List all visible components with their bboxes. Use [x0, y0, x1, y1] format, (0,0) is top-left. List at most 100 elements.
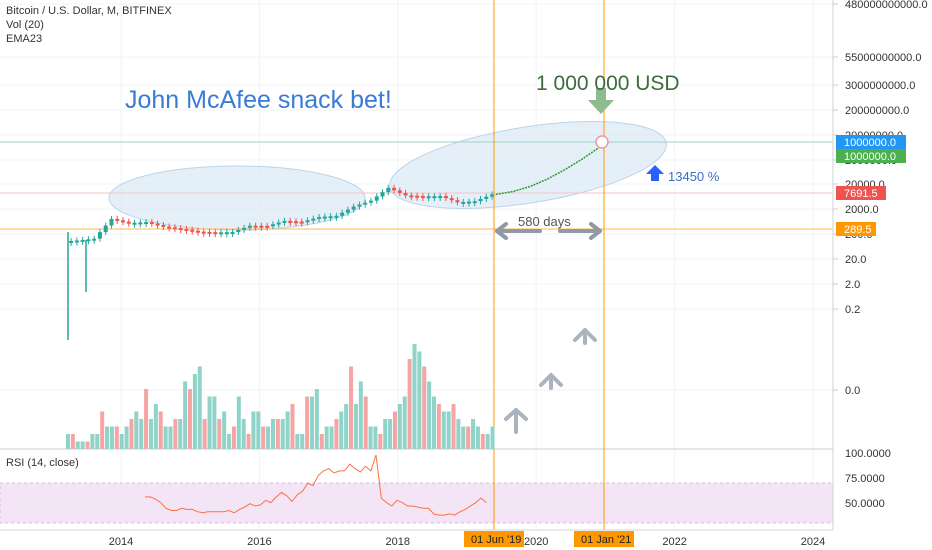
- volume-bar: [290, 404, 295, 449]
- volume-bar: [436, 404, 441, 449]
- candle-body: [438, 196, 443, 199]
- candle-body: [80, 239, 85, 242]
- candle-body: [92, 238, 97, 241]
- rsi-tick-label: 100.0000: [845, 448, 891, 460]
- volume-bar: [75, 441, 80, 449]
- volume-bar: [339, 411, 344, 449]
- candle-body: [409, 195, 414, 198]
- rising-chevrons: [504, 328, 597, 434]
- candles: [67, 184, 495, 340]
- svg-text:289.5: 289.5: [844, 224, 872, 236]
- volume-bar: [305, 396, 310, 449]
- volume-bar: [144, 389, 149, 449]
- title-note: John McAfee snack bet!: [125, 86, 392, 114]
- left-arrowhead-icon: [495, 222, 508, 240]
- candle-body: [392, 187, 397, 191]
- volume-bar: [168, 426, 173, 449]
- volume-bar: [475, 426, 480, 449]
- candle-body: [132, 222, 137, 225]
- target-arrow-icon: [588, 88, 614, 114]
- volume-bar: [251, 411, 256, 449]
- candle-body: [144, 222, 149, 225]
- candle-body: [190, 229, 195, 232]
- svg-text:1000000.0: 1000000.0: [844, 151, 896, 163]
- time-tick-label: 2020: [524, 536, 548, 548]
- candle-body: [426, 196, 431, 199]
- svg-text:01 Jun '19: 01 Jun '19: [471, 534, 521, 546]
- volume-bar: [114, 426, 119, 449]
- volume-bar: [100, 411, 105, 449]
- candle-body: [201, 231, 206, 234]
- candle-body: [299, 221, 304, 224]
- price-tick-label: 3000000000.0: [845, 80, 915, 92]
- volume-bar: [349, 366, 354, 449]
- candle-body: [172, 227, 177, 230]
- rsi-axis: 50.0000 75.0000 100.0000: [845, 448, 891, 510]
- volume-bar: [300, 434, 305, 449]
- candle-body: [224, 232, 229, 235]
- volume-bar: [461, 426, 466, 449]
- price-tick-label: 2.0: [845, 279, 860, 291]
- volume-bar: [285, 411, 290, 449]
- volume-bar: [427, 381, 432, 449]
- candle-body: [449, 198, 454, 201]
- volume-bar: [334, 419, 339, 449]
- volume-bar: [275, 419, 280, 449]
- candle-body: [138, 222, 143, 225]
- volume-bar: [471, 419, 476, 449]
- percent-note: 13450 %: [668, 169, 720, 184]
- candle-body: [276, 222, 281, 225]
- price-tick-label: 2000.0: [845, 204, 879, 216]
- volume-bar: [280, 419, 285, 449]
- volume-bar: [490, 426, 495, 449]
- volume-bar: [266, 426, 271, 449]
- projection-curve: [495, 141, 606, 196]
- candle-body: [115, 218, 120, 221]
- candle-body: [340, 212, 345, 216]
- candle-body: [109, 218, 114, 226]
- candle-body: [351, 206, 356, 210]
- date-tag-jan-2021: 01 Jan '21: [574, 531, 634, 547]
- volume-bar: [441, 411, 446, 449]
- candle-body: [69, 241, 74, 244]
- volume-bar: [231, 426, 236, 449]
- price-tag-target-blue: 1000000.0: [836, 135, 906, 149]
- candle-body: [167, 226, 172, 229]
- price-tag-low: 289.5: [836, 222, 876, 236]
- volume-bar: [358, 381, 363, 449]
- volume-bar: [148, 419, 153, 449]
- candle-body: [294, 221, 298, 224]
- volume-bar: [412, 344, 417, 449]
- price-tick-label: 200000000.0: [845, 105, 909, 117]
- volume-bar: [192, 374, 197, 449]
- volume-bar: [70, 434, 75, 449]
- target-note: 1 000 000 USD: [536, 72, 680, 95]
- indicator-vol: Vol (20): [6, 19, 44, 31]
- candle-body: [86, 239, 91, 242]
- candle-body: [270, 224, 275, 227]
- volume-bar: [109, 426, 114, 449]
- price-tag-current: 7691.5: [836, 186, 886, 200]
- svg-text:1000000.0: 1000000.0: [844, 137, 896, 149]
- volume-bar: [163, 426, 168, 449]
- volume-bar: [270, 419, 275, 449]
- rsi-tick-label: 50.0000: [845, 498, 885, 510]
- volume-bar: [319, 434, 324, 449]
- volume-bar: [417, 351, 422, 449]
- volume-bar: [407, 359, 412, 449]
- volume-bar: [422, 366, 427, 449]
- price-tick-label: 0.0: [845, 385, 860, 397]
- candle-body: [195, 230, 200, 233]
- candle-body: [259, 225, 264, 228]
- indicator-ema: EMA23: [6, 33, 42, 45]
- candle-body: [103, 225, 108, 233]
- candle-body: [242, 227, 247, 230]
- volume-bar: [344, 404, 349, 449]
- rsi-label: RSI (14, close): [6, 457, 79, 469]
- candle-body: [74, 240, 79, 243]
- days-note: 580 days: [518, 214, 571, 229]
- volume-bar: [310, 396, 314, 449]
- volume-bar: [119, 434, 124, 449]
- candle-body: [478, 198, 483, 202]
